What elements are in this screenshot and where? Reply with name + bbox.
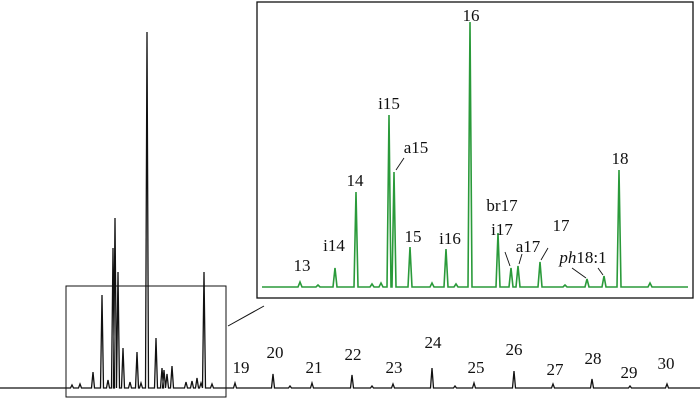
peak-label: i17 xyxy=(491,220,513,239)
inset-trace xyxy=(262,21,688,288)
peak-label: 16 xyxy=(463,6,480,25)
peak-label: a17 xyxy=(516,237,541,256)
peak-label: i14 xyxy=(323,236,345,255)
peak-label: 29 xyxy=(621,363,638,382)
peak-label: 23 xyxy=(386,358,403,377)
peak-label: 26 xyxy=(506,340,523,359)
peak-label: 14 xyxy=(347,171,365,190)
peak-label: 15 xyxy=(405,227,422,246)
peak-label: 27 xyxy=(547,360,565,379)
inset-label: ph18:1 xyxy=(558,248,606,267)
label-prefix: ph xyxy=(558,248,576,267)
main-trace xyxy=(0,31,700,389)
peak-label: 30 xyxy=(658,354,675,373)
peak-label: 22 xyxy=(345,345,362,364)
peak-label: 19 xyxy=(233,358,250,377)
peak-label: 24 xyxy=(425,333,443,352)
peak-label: 18 xyxy=(612,149,629,168)
peak-label: a15 xyxy=(404,138,429,157)
peak-label: 20 xyxy=(267,343,284,362)
label-rest: 18:1 xyxy=(576,248,606,267)
peak-label: i16 xyxy=(439,229,461,248)
peak-label: 25 xyxy=(468,358,485,377)
peak-label: 28 xyxy=(585,349,602,368)
peak-label: br17 xyxy=(486,196,518,215)
peak-label: 13 xyxy=(294,256,311,275)
peak-label: i15 xyxy=(378,94,400,113)
leader-lines xyxy=(395,157,604,279)
zoom-connector xyxy=(227,305,265,327)
peak-label: 21 xyxy=(306,358,323,377)
peak-label: 17 xyxy=(553,216,571,235)
